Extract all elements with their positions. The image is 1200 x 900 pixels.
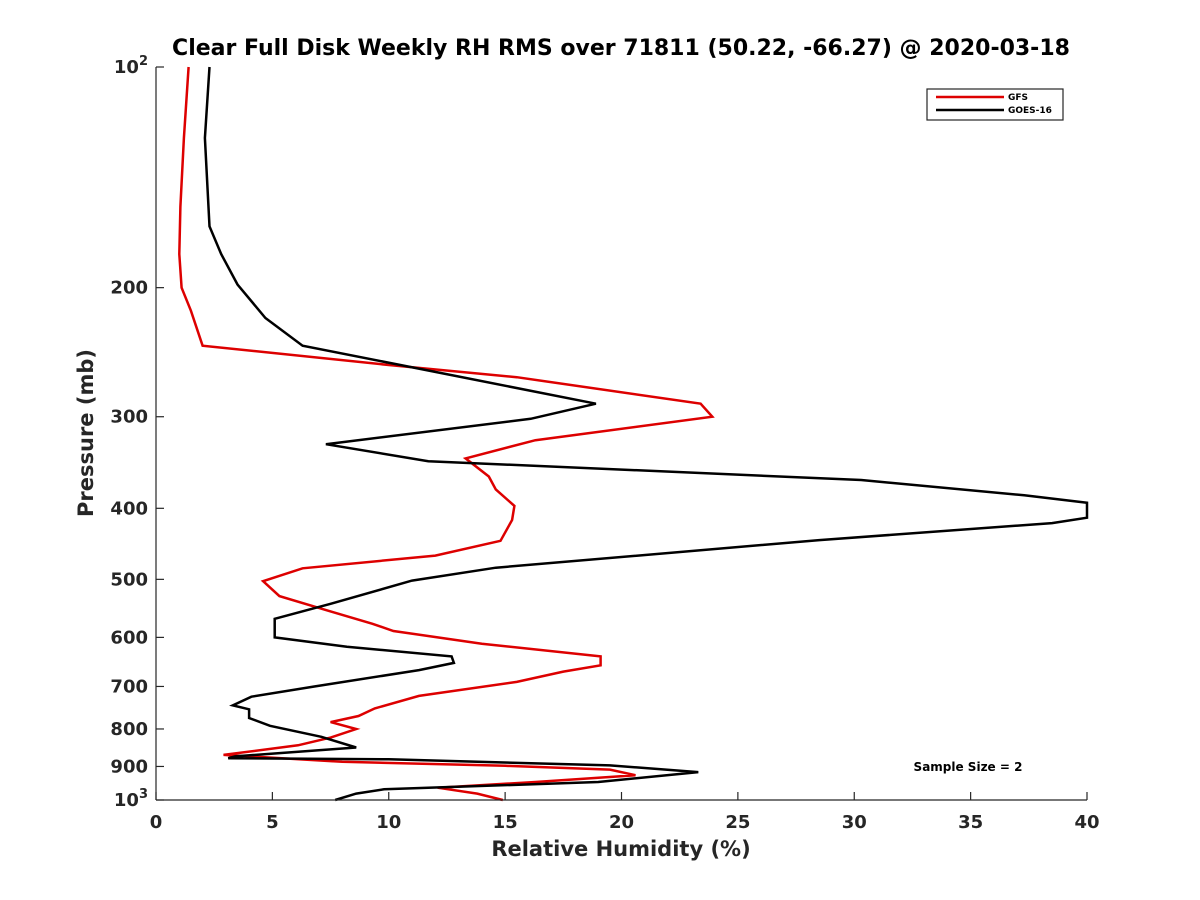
x-tick-label: 25: [725, 812, 750, 833]
y-tick-label: 103: [114, 787, 148, 811]
chart-title: Clear Full Disk Weekly RH RMS over 71811…: [172, 36, 1070, 61]
y-tick-label: 400: [110, 498, 148, 519]
legend-box: [926, 88, 1064, 121]
plot-area: [156, 67, 1087, 800]
series-layer: [178, 66, 1089, 802]
x-axis-label: Relative Humidity (%): [491, 837, 750, 861]
x-tick-label: 15: [493, 812, 518, 833]
y-axis-label: Pressure (mb): [74, 349, 98, 517]
x-tick-label: 5: [266, 812, 279, 833]
x-tick-label: 40: [1074, 812, 1099, 833]
legend-label-gfs: GFS: [1008, 93, 1028, 103]
x-axis-ticks: 0 5 10 15 20 25 30 35 40: [150, 792, 1100, 833]
legend-label-goes16: GOES-16: [1008, 106, 1052, 116]
y-tick-label: 102: [114, 54, 148, 78]
x-tick-label: 20: [609, 812, 634, 833]
y-tick-label: 900: [110, 756, 148, 777]
legend: GFS GOES-16: [926, 88, 1064, 121]
series-line-goes16: [203, 66, 1089, 802]
x-tick-label: 35: [958, 812, 983, 833]
sample-size-annotation: Sample Size = 2: [914, 760, 1023, 774]
y-tick-label: 700: [110, 676, 148, 697]
y-tick-label: 200: [110, 278, 148, 299]
x-tick-label: 0: [150, 812, 163, 833]
y-tick-label: 300: [110, 407, 148, 428]
y-axis-ticks: 102 200 300 400 500 600 700 800 900 103: [110, 54, 164, 811]
y-tick-label: 800: [110, 719, 148, 740]
y-tick-label: 500: [110, 569, 148, 590]
x-tick-label: 30: [842, 812, 867, 833]
x-tick-label: 10: [376, 812, 401, 833]
y-tick-label: 600: [110, 627, 148, 648]
